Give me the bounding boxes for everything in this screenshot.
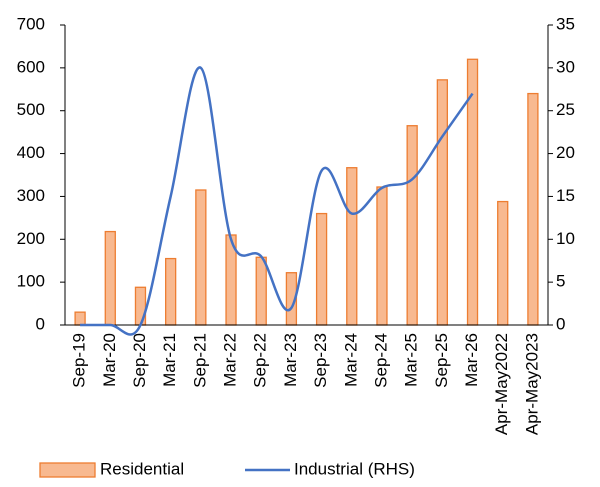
legend-swatch [39,462,96,478]
bar [346,167,358,326]
bar [74,311,86,326]
bar [406,125,418,326]
line [80,66,474,336]
x-tick-label: Mar-20 [100,333,119,387]
y2-tick-label: 20 [556,143,575,162]
y2-tick-label: 0 [556,314,565,333]
y-tick-label: 100 [17,272,45,291]
bar [165,257,177,326]
x-tick-label: Sep-21 [190,333,209,388]
x-tick-label: Mar-24 [341,333,360,387]
x-tick-label: Mar-25 [402,333,421,387]
bar [315,212,328,326]
x-tick-label: Sep-25 [432,333,451,388]
y2-tick-label: 5 [556,272,565,291]
y-tick-label: 200 [17,229,45,248]
y-tick-label: 400 [17,143,45,162]
x-tick-label: Apr-May2022 [492,333,511,435]
y2-tick-label: 25 [556,100,575,119]
bar [195,189,207,326]
y2-tick-label: 10 [556,229,575,248]
x-tick-label: Sep-22 [251,333,270,388]
bar [255,256,267,326]
bar [436,79,448,326]
x-tick-label: Sep-24 [371,333,390,388]
x-tick-label: Mar-21 [160,333,179,387]
bar [376,186,388,326]
y2-tick-label: 30 [556,57,575,76]
y-tick-label: 500 [17,100,45,119]
x-tick-label: Mar-26 [462,333,481,387]
bar [104,230,116,326]
x-tick-label: Sep-20 [130,333,149,388]
y2-tick-label: 15 [556,186,575,205]
y-tick-label: 300 [17,186,45,205]
bar [527,92,539,326]
x-tick-label: Sep-19 [70,333,89,388]
x-tick-label: Sep-23 [311,333,330,388]
y-tick-label: 0 [36,314,45,333]
x-tick-label: Apr-May2023 [522,333,541,435]
bar [497,200,509,326]
legend-label: Industrial (RHS) [294,459,415,478]
x-tick-label: Mar-23 [281,333,300,387]
y-tick-label: 600 [17,57,45,76]
y-tick-label: 700 [17,14,45,33]
legend-label: Residential [100,459,184,478]
x-tick-label: Mar-22 [221,333,240,387]
y2-tick-label: 35 [556,14,575,33]
